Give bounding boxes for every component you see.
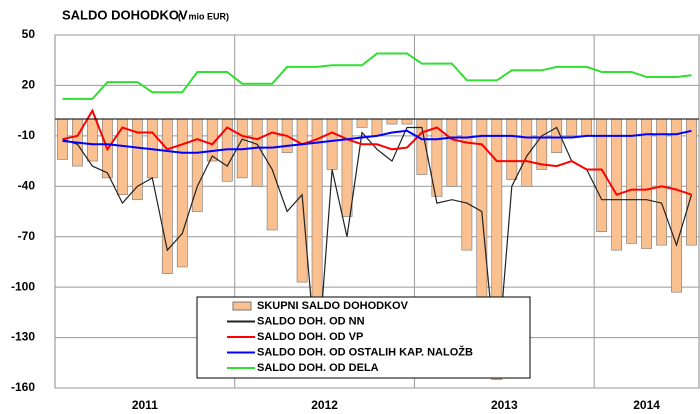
line-series	[62, 52, 692, 100]
bar	[686, 118, 697, 246]
bar	[176, 118, 188, 268]
bar	[386, 118, 398, 125]
bar	[521, 118, 533, 187]
bar	[356, 118, 368, 128]
bar	[401, 118, 413, 125]
bar	[341, 118, 353, 217]
y-tick-label: -70	[18, 229, 36, 243]
legend-label: SALDO DOH. OD VP	[257, 331, 363, 343]
y-tick-label: -130	[11, 330, 35, 344]
chart-title: SALDO DOHODKOV	[62, 7, 188, 22]
bar	[251, 118, 263, 187]
bar	[626, 118, 637, 244]
bar	[266, 118, 278, 231]
x-year-label: 2013	[491, 398, 518, 412]
chart-subtitle: (v mio EUR)	[178, 11, 229, 21]
bar	[371, 118, 383, 137]
bar	[506, 118, 518, 180]
y-tick-label: -160	[11, 380, 35, 394]
bar	[326, 118, 338, 170]
bar	[446, 118, 458, 187]
legend-swatch	[232, 301, 252, 311]
x-year-label: 2014	[633, 398, 660, 412]
bar	[671, 118, 682, 293]
legend-label: SALDO DOH. OD OSTALIH KAP. NALOŽB	[257, 345, 473, 358]
bar	[656, 118, 667, 246]
line-series	[62, 129, 692, 154]
bar	[461, 118, 473, 251]
x-year-label: 2011	[132, 398, 158, 412]
y-tick-label: 20	[22, 78, 36, 92]
bar	[87, 118, 98, 162]
legend-label: SALDO DOH. OD NN	[257, 315, 365, 327]
y-tick-label: -10	[18, 128, 36, 142]
bar	[611, 118, 623, 251]
bar	[566, 118, 578, 137]
y-tick-label: -40	[18, 178, 36, 192]
legend-label: SALDO DOH. OD DELA	[257, 362, 379, 374]
bar	[581, 118, 593, 137]
bar	[641, 118, 652, 249]
y-tick-label: 50	[22, 27, 36, 41]
x-year-label: 2012	[311, 398, 338, 412]
bar	[117, 118, 128, 195]
legend-label: SKUPNI SALDO DOHODKOV	[257, 300, 409, 312]
line-series	[62, 108, 692, 196]
y-tick-label: -100	[11, 279, 35, 293]
bar	[536, 118, 548, 170]
